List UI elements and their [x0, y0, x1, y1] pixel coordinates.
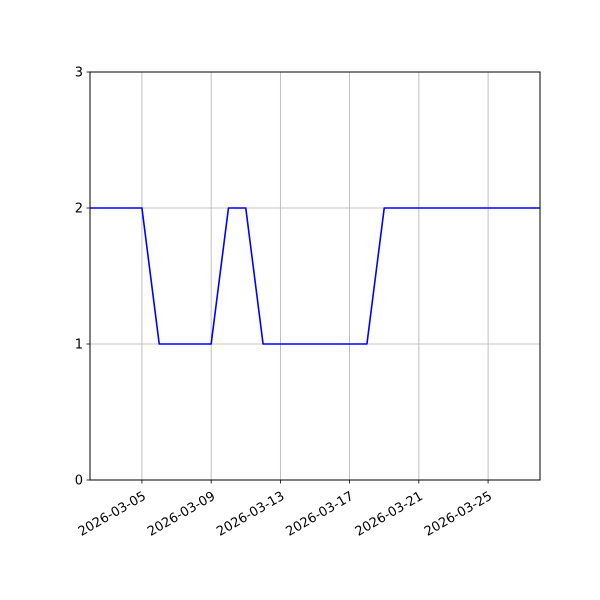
x-tick-label: 2026-03-13: [214, 489, 287, 540]
y-axis: 0 1 2 3: [75, 66, 90, 489]
plot-frame: [89, 71, 541, 481]
y-tick-label: 0: [75, 474, 83, 489]
x-tick-label: 2026-03-21: [353, 489, 426, 540]
series-line: [90, 207, 540, 345]
grid-lines: [90, 71, 540, 481]
y-tick-label: 2: [75, 202, 83, 217]
y-tick-label: 3: [75, 66, 83, 81]
x-tick-label: 2026-03-17: [284, 489, 357, 540]
y-tick-label: 1: [75, 338, 83, 353]
x-tick-label: 2026-03-09: [145, 489, 218, 540]
x-tick-label: 2026-03-25: [422, 489, 495, 540]
x-tick-label: 2026-03-05: [76, 489, 149, 540]
x-axis: 2026-03-052026-03-092026-03-132026-03-17…: [76, 480, 495, 540]
series-layer: [90, 207, 540, 345]
